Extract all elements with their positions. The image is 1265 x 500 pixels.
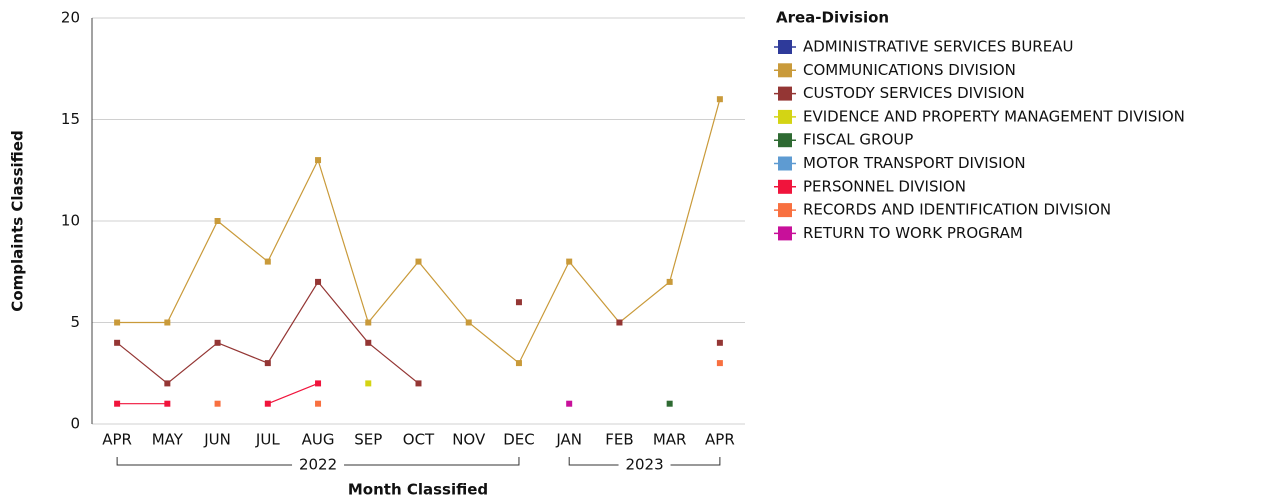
point bbox=[214, 339, 221, 346]
x-tick-label: JAN bbox=[555, 431, 582, 449]
group-bracket bbox=[116, 457, 520, 466]
point bbox=[465, 319, 472, 326]
point bbox=[515, 360, 522, 367]
series-line bbox=[117, 99, 721, 365]
point bbox=[315, 380, 322, 387]
point bbox=[315, 278, 322, 285]
legend-label: EVIDENCE AND PROPERTY MANAGEMENT DIVISIO… bbox=[803, 107, 1185, 125]
point bbox=[616, 319, 623, 326]
point bbox=[214, 218, 221, 224]
legend-swatch bbox=[778, 179, 792, 194]
legend-label: PERSONNEL DIVISION bbox=[803, 177, 966, 195]
legend-label: ADMINISTRATIVE SERVICES BUREAU bbox=[803, 38, 1073, 56]
point bbox=[365, 380, 372, 387]
x-tick-label: OCT bbox=[403, 431, 435, 449]
y-tick-label: 15 bbox=[61, 110, 80, 128]
legend-swatch bbox=[778, 63, 792, 78]
y-tick-label: 0 bbox=[70, 415, 80, 433]
x-tick-label: AUG bbox=[302, 431, 335, 449]
point bbox=[566, 258, 573, 265]
legend-swatch bbox=[778, 156, 792, 171]
x-tick-label: MAY bbox=[152, 431, 184, 449]
group-bracket bbox=[568, 457, 721, 466]
point bbox=[164, 319, 171, 326]
point bbox=[566, 400, 573, 407]
point bbox=[264, 360, 271, 367]
series-line bbox=[267, 382, 319, 405]
x-tick-label: APR bbox=[102, 431, 132, 449]
legend-label: FISCAL GROUP bbox=[803, 131, 913, 149]
point bbox=[365, 339, 372, 346]
point bbox=[114, 319, 121, 326]
point bbox=[164, 400, 171, 407]
legend-swatch bbox=[778, 40, 792, 54]
x-tick-label: NOV bbox=[452, 431, 486, 449]
legend-label: CUSTODY SERVICES DIVISION bbox=[803, 84, 1025, 102]
point bbox=[264, 400, 271, 407]
point bbox=[415, 258, 422, 265]
point bbox=[666, 278, 673, 285]
point bbox=[716, 339, 723, 346]
point bbox=[114, 400, 121, 407]
group-label: 2023 bbox=[625, 456, 663, 474]
x-tick-label: FEB bbox=[605, 431, 633, 449]
point bbox=[164, 380, 171, 387]
x-axis-label: Month Classified bbox=[348, 481, 488, 499]
point bbox=[264, 258, 271, 265]
legend-label: RETURN TO WORK PROGRAM bbox=[803, 224, 1023, 242]
group-label: 2022 bbox=[299, 456, 337, 474]
x-tick-label: MAR bbox=[653, 431, 687, 449]
legend-title: Area-Division bbox=[776, 9, 889, 27]
legend-label: RECORDS AND IDENTIFICATION DIVISION bbox=[803, 201, 1111, 219]
x-tick-label: APR bbox=[705, 431, 735, 449]
point bbox=[716, 360, 723, 367]
series-line bbox=[116, 280, 419, 385]
point bbox=[716, 96, 723, 103]
y-tick-label: 5 bbox=[70, 313, 80, 331]
legend-swatch bbox=[778, 203, 792, 218]
legend-swatch bbox=[778, 133, 792, 148]
y-tick-label: 10 bbox=[61, 212, 80, 230]
y-axis-label: Complaints Classified bbox=[9, 130, 27, 311]
x-tick-label: DEC bbox=[503, 431, 535, 449]
legend-label: MOTOR TRANSPORT DIVISION bbox=[803, 154, 1026, 172]
point bbox=[214, 400, 221, 407]
y-tick-label: 20 bbox=[61, 9, 80, 27]
x-tick-label: SEP bbox=[354, 431, 382, 449]
point bbox=[114, 339, 121, 346]
point bbox=[365, 319, 372, 326]
legend-label: COMMUNICATIONS DIVISION bbox=[803, 61, 1016, 79]
point bbox=[515, 299, 522, 306]
point bbox=[315, 157, 322, 164]
x-tick-label: JUL bbox=[255, 431, 280, 449]
legend-swatch bbox=[778, 109, 792, 124]
legend-swatch bbox=[778, 226, 792, 241]
legend-swatch bbox=[778, 86, 792, 101]
x-tick-label: JUN bbox=[203, 431, 231, 449]
point bbox=[666, 400, 673, 407]
point bbox=[315, 400, 322, 407]
point bbox=[415, 380, 422, 387]
